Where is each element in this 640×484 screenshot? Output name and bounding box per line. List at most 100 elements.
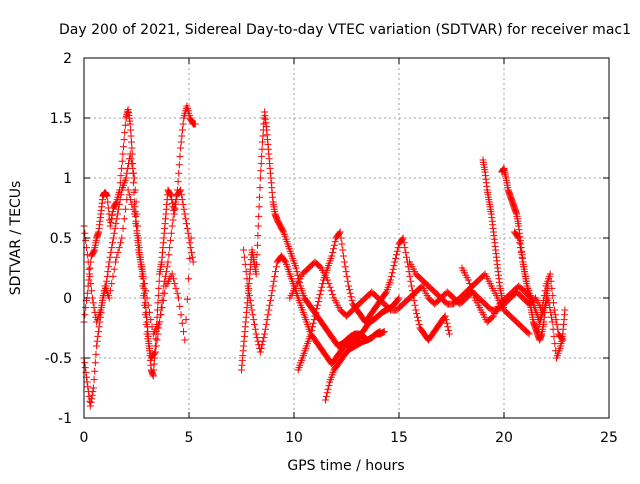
data-point [91, 359, 99, 367]
data-point [339, 246, 347, 254]
data-point [464, 276, 472, 284]
data-point [517, 248, 525, 256]
data-point [547, 277, 555, 285]
data-point [257, 344, 265, 352]
x-tick-label: 5 [185, 430, 194, 446]
data-point [182, 215, 190, 223]
data-point [348, 296, 356, 304]
data-point [395, 294, 403, 302]
data-point [407, 277, 415, 285]
data-point [175, 161, 183, 169]
data-point [85, 276, 93, 284]
data-point [337, 234, 345, 242]
data-point [249, 311, 257, 319]
data-point [144, 335, 152, 343]
data-point [265, 306, 273, 314]
data-point [441, 312, 449, 320]
data-point [242, 268, 250, 276]
data-point [88, 395, 96, 403]
data-point [318, 283, 326, 291]
x-tick-label: 25 [600, 430, 618, 446]
data-point [183, 224, 191, 232]
data-point [336, 228, 344, 236]
data-point [89, 388, 97, 396]
data-point [81, 364, 89, 372]
data-point [388, 269, 396, 277]
data-point [240, 246, 248, 254]
data-point [539, 301, 547, 309]
data-point [117, 191, 125, 199]
data-point [141, 311, 149, 319]
data-point [331, 238, 339, 246]
data-point [87, 280, 95, 288]
data-point [468, 287, 476, 295]
data-point [398, 235, 406, 243]
data-point [180, 205, 188, 213]
data-point [168, 222, 176, 230]
data-point [175, 169, 183, 177]
data-point [105, 263, 113, 271]
data-point [106, 287, 114, 295]
y-axis-label: SDTVAR / TECUs [8, 181, 24, 296]
data-point [157, 311, 165, 319]
data-point [155, 284, 163, 292]
data-point [85, 265, 93, 273]
data-point [98, 296, 106, 304]
data-point [177, 186, 185, 194]
data-point [253, 251, 261, 259]
data-point [322, 392, 330, 400]
data-point [412, 306, 420, 314]
data-point [252, 330, 260, 338]
data-point [93, 342, 101, 350]
data-point [143, 294, 151, 302]
data-point [322, 396, 329, 404]
data-point [259, 138, 266, 146]
data-point [411, 301, 419, 309]
data-point [330, 241, 338, 249]
data-point [127, 138, 135, 146]
data-point [393, 247, 401, 255]
data-point [107, 218, 115, 226]
data-point [266, 296, 274, 304]
y-tick-label: 1.5 [50, 111, 72, 127]
data-point [89, 299, 97, 307]
data-point [124, 186, 132, 194]
data-point [169, 216, 177, 224]
data-point [94, 328, 102, 336]
data-point [151, 348, 159, 356]
data-point [115, 200, 123, 208]
data-point [551, 311, 559, 319]
data-point [178, 196, 186, 204]
data-point [88, 391, 96, 399]
data-point [325, 382, 333, 390]
data-point [109, 272, 117, 280]
data-point [329, 248, 337, 256]
data-point [130, 174, 138, 182]
data-point [186, 239, 194, 247]
data-point [308, 323, 316, 331]
data-point [156, 318, 164, 326]
data-point [255, 212, 263, 220]
data-point [550, 306, 558, 314]
data-point [547, 313, 555, 321]
data-point [132, 220, 140, 228]
data-point [142, 287, 150, 295]
data-point [119, 224, 127, 232]
data-point [128, 200, 136, 208]
data-point [186, 254, 194, 262]
data-point [248, 306, 256, 314]
data-point [174, 178, 182, 186]
data-point [180, 328, 188, 336]
data-point [97, 306, 105, 314]
data-point [187, 234, 195, 242]
data-point [259, 337, 267, 345]
data-point [128, 144, 136, 152]
data-point [272, 263, 280, 271]
data-point [256, 348, 264, 356]
data-point [159, 296, 167, 304]
data-point [108, 211, 116, 219]
data-point [165, 251, 173, 259]
data-point [270, 277, 278, 285]
data-point [84, 258, 92, 266]
